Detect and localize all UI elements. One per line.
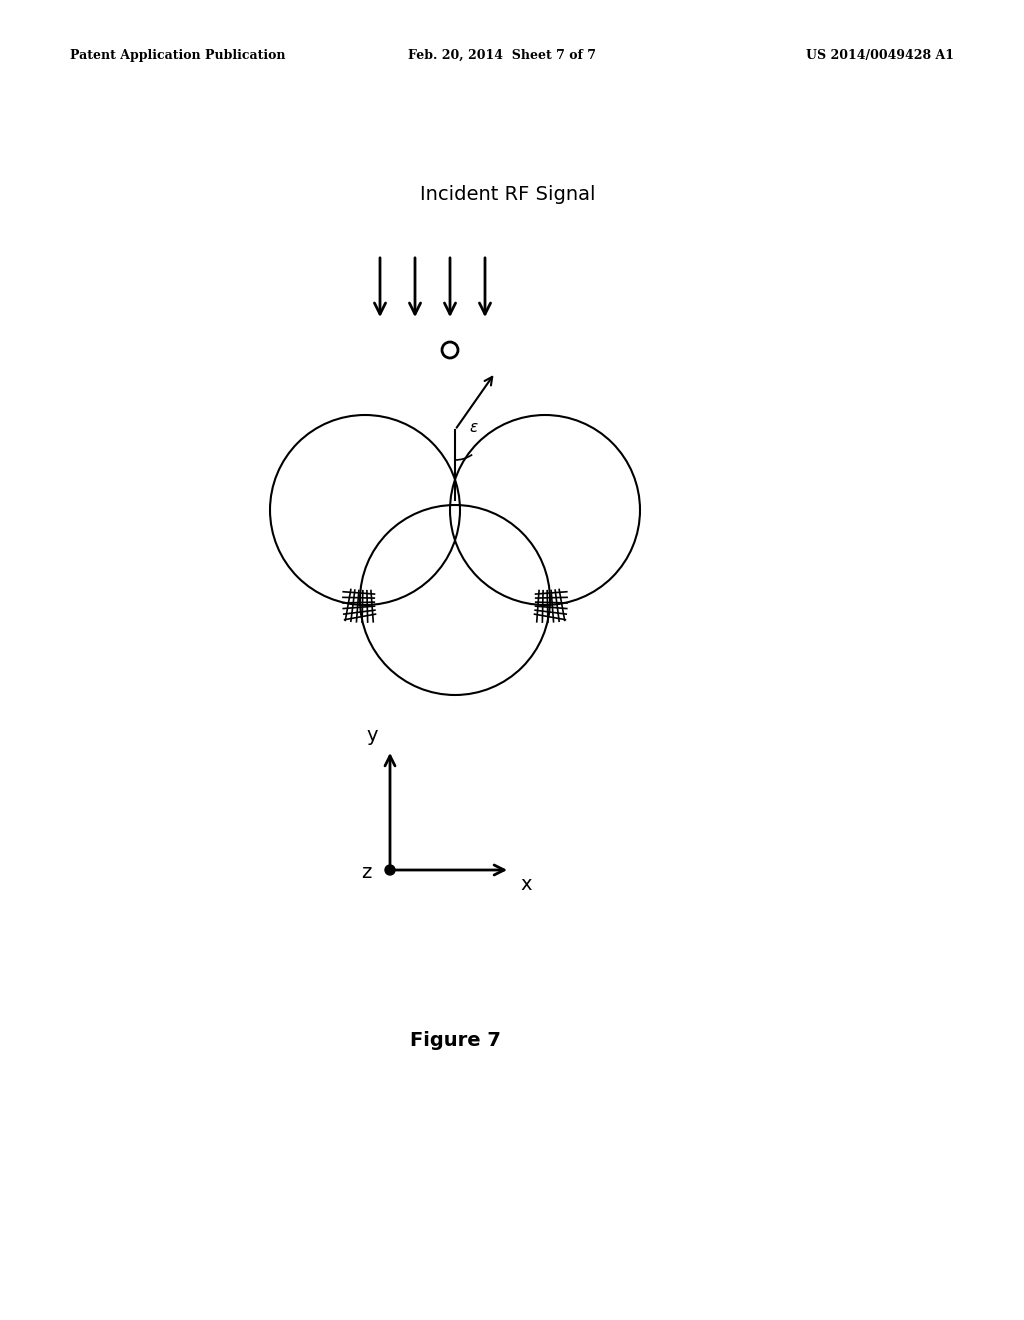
Text: Figure 7: Figure 7 — [410, 1031, 501, 1049]
Text: Feb. 20, 2014  Sheet 7 of 7: Feb. 20, 2014 Sheet 7 of 7 — [408, 49, 596, 62]
Text: US 2014/0049428 A1: US 2014/0049428 A1 — [806, 49, 954, 62]
Text: Patent Application Publication: Patent Application Publication — [70, 49, 286, 62]
Text: Incident RF Signal: Incident RF Signal — [420, 186, 596, 205]
Text: x: x — [520, 875, 531, 894]
Text: z: z — [361, 863, 372, 883]
Text: y: y — [367, 726, 378, 744]
Circle shape — [385, 865, 395, 875]
Text: ε: ε — [469, 420, 477, 436]
